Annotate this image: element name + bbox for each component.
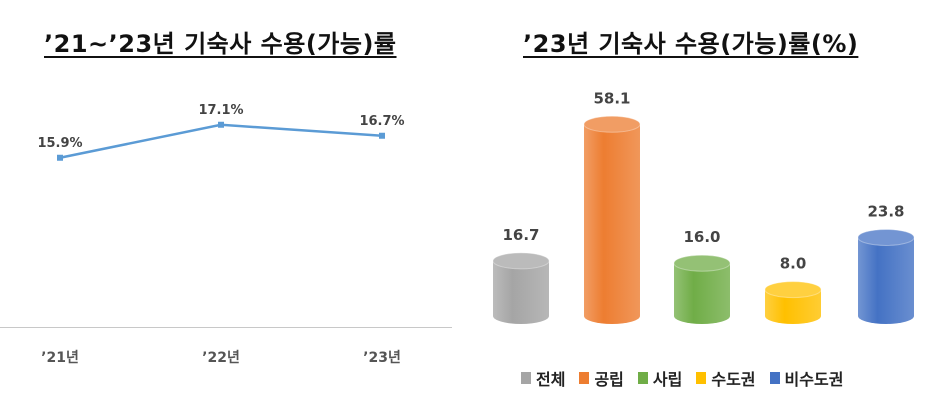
legend-swatch <box>521 372 531 384</box>
right-chart-title: ’23년 기숙사 수용(가능)률(%) <box>523 30 859 58</box>
line-x-tick-label: ’22년 <box>202 350 240 366</box>
bar-사립 <box>673 254 731 324</box>
legend-label: 수도권 <box>711 370 756 389</box>
bar-chart-legend: 전체 공립 사립 수도권 비수도권 <box>521 366 843 390</box>
bar-data-label: 23.8 <box>867 202 904 220</box>
legend-label: 공립 <box>594 370 624 389</box>
line-point <box>379 132 385 139</box>
bar-chart: 16.7 58.1 16.0 8.0 23.8 <box>492 89 915 325</box>
bar-data-label: 58.1 <box>593 89 630 107</box>
line-point <box>57 154 63 161</box>
line-chart: 15.9% 17.1% 16.7% ’21년 ’22년 ’23년 <box>37 103 404 366</box>
bar-data-label: 16.7 <box>502 226 539 244</box>
legend-label: 전체 <box>536 370 566 389</box>
legend-swatch <box>769 372 780 384</box>
left-chart-baseline <box>0 327 452 328</box>
legend-swatch <box>579 372 590 384</box>
legend-item: 전체 <box>521 366 565 390</box>
line-data-label: 15.9% <box>37 136 82 151</box>
legend-swatch <box>696 372 707 384</box>
bar-비수도권 <box>857 228 915 324</box>
bar-data-label: 16.0 <box>683 228 720 246</box>
legend-label: 사립 <box>652 370 683 389</box>
line-point <box>218 121 224 128</box>
legend-item: 수도권 <box>696 366 756 390</box>
bar-data-label: 8.0 <box>780 255 807 273</box>
legend-label: 비수도권 <box>784 370 844 389</box>
line-x-tick-label: ’21년 <box>41 350 79 366</box>
legend-swatch <box>637 372 648 384</box>
legend-item: 공립 <box>579 366 624 390</box>
bar-전체 <box>492 252 550 324</box>
line-x-tick-label: ’23년 <box>363 350 401 366</box>
legend-item: 비수도권 <box>769 366 844 390</box>
line-series <box>59 123 383 159</box>
bar-공립 <box>583 115 641 325</box>
left-chart-title: ’21~’23년 기숙사 수용(가능)률 <box>44 30 397 58</box>
bar-수도권 <box>764 281 822 324</box>
line-data-label: 16.7% <box>359 114 404 129</box>
line-data-label: 17.1% <box>198 103 243 118</box>
legend-item: 사립 <box>637 366 683 390</box>
